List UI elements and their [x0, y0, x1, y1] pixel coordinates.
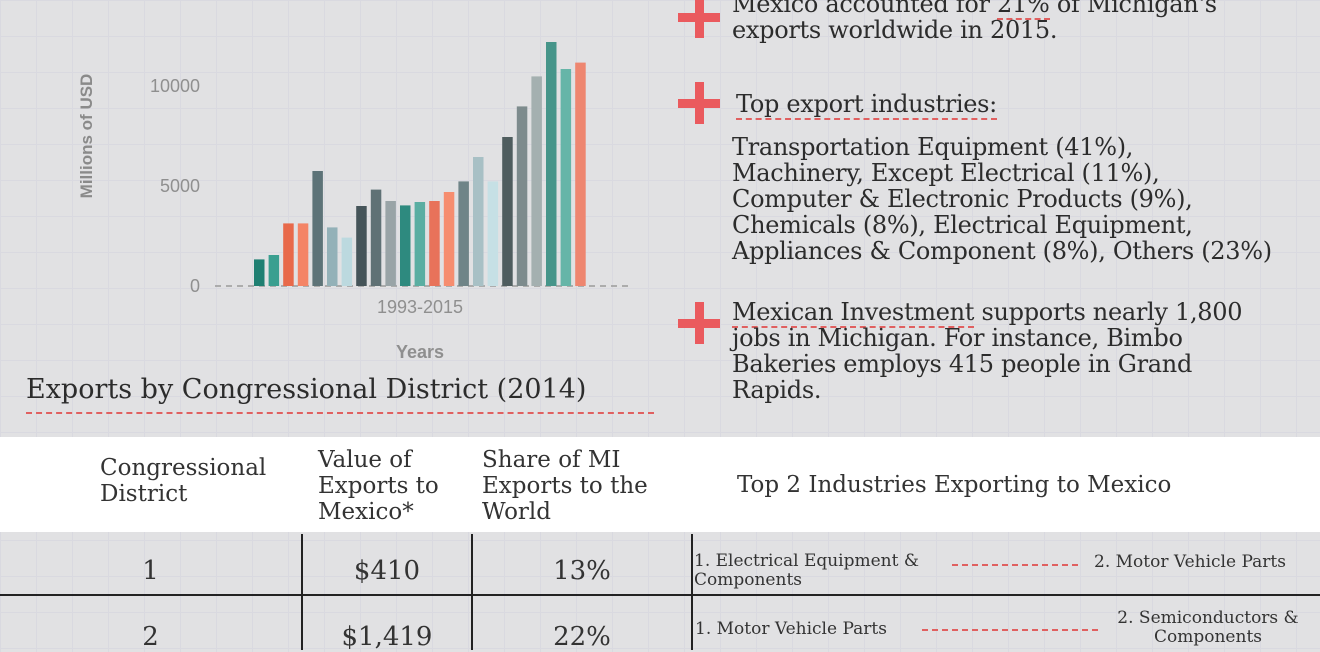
industry-1: 1. Electrical Equipment & Components: [694, 552, 954, 590]
header-line: Exports to the: [482, 473, 648, 499]
industry-line: Appliances & Component (8%), Others (23%…: [732, 237, 1272, 265]
header-share: Share of MI Exports to the World: [482, 447, 648, 525]
district-cell: 1: [142, 556, 159, 586]
table-row: 2 $1,419 22% 1. Motor Vehicle Parts 2. S…: [0, 596, 1320, 652]
industry-1: 1. Motor Vehicle Parts: [695, 619, 887, 639]
bar-2012: [531, 76, 542, 287]
y-tick-label: 10000: [150, 76, 200, 96]
share-cell: 22%: [553, 622, 611, 652]
industries-title: Top export industries:: [736, 90, 997, 120]
industry-1-text: 1. Electrical Equipment & Components: [694, 551, 920, 590]
x-tick-label: 1993-2015: [377, 297, 463, 317]
section-title: Exports by Congressional District (2014): [26, 374, 587, 405]
header-industries: Top 2 Industries Exporting to Mexico: [737, 472, 1172, 498]
bar-1994: [268, 255, 280, 286]
connector-dash: [952, 564, 1078, 566]
industry-2: 2. Semiconductors & Components: [1117, 608, 1299, 647]
bar-2013: [546, 42, 557, 286]
bar-1999: [341, 237, 353, 286]
y-axis-label: Millions of USD: [77, 74, 96, 199]
bar-2006: [443, 192, 455, 286]
bar-2007: [458, 181, 469, 286]
section-underline: [26, 412, 654, 414]
header-line: World: [482, 499, 551, 525]
bar-2015: [575, 62, 586, 286]
bar-2008: [473, 157, 484, 286]
fact-investment: Mexican Investment supports nearly 1,800…: [732, 298, 1243, 404]
column-divider: [301, 534, 303, 650]
header-line: Share of MI: [482, 447, 621, 473]
bar-2000: [356, 206, 367, 286]
highlight-percent: 21%: [997, 0, 1050, 20]
industry-2: 2. Motor Vehicle Parts: [1094, 552, 1286, 572]
plus-icon: [678, 0, 720, 38]
header-value: Value of Exports to Mexico*: [318, 447, 439, 525]
bar-2011: [516, 106, 528, 287]
header-line: District: [100, 481, 188, 507]
header-line: Exports to: [318, 473, 439, 499]
plus-icon: [678, 82, 720, 124]
exports-bar-chart: Millions of USD 0 5000 10000 1993-2015 Yea…: [77, 42, 630, 362]
x-axis-label: Years: [396, 342, 444, 362]
fact-top-industries-list: Transportation Equipment (41%), Machiner…: [732, 134, 1272, 264]
fact-text: supports nearly 1,800: [974, 298, 1243, 326]
value-cell: $410: [353, 556, 421, 586]
industry-line: Chemicals (8%), Electrical Equipment,: [732, 211, 1193, 239]
table-header: Congressional District Value of Exports …: [0, 437, 1320, 532]
bar-1998: [327, 227, 338, 286]
bar-2014: [560, 69, 572, 286]
bar-1995: [283, 223, 294, 286]
column-divider: [691, 534, 693, 650]
bar-2002: [385, 201, 396, 286]
district-cell: 2: [142, 622, 159, 652]
fact-text: Mexico accounted for: [732, 0, 998, 18]
fact-text: of Michigan's: [1049, 0, 1217, 18]
fact-text: exports worldwide in 2015.: [732, 16, 1058, 44]
header-line: Value of: [318, 447, 412, 473]
bar-1993: [254, 259, 265, 286]
plus-icon: [678, 302, 720, 344]
header-line: Congressional: [100, 455, 267, 481]
fact-mexico-share: Mexico accounted for 21% of Michigan's e…: [732, 0, 1217, 43]
industry-line: Transportation Equipment (41%),: [732, 133, 1134, 161]
fact-top-industries-title: Top export industries:: [736, 90, 997, 120]
highlight-investment: Mexican Investment: [732, 298, 975, 328]
y-tick-label: 0: [190, 276, 200, 296]
fact-text: jobs in Michigan. For instance, Bimbo: [732, 324, 1183, 352]
table-row: 1 $410 13% 1. Electrical Equipment & Com…: [0, 534, 1320, 594]
header-district: Congressional District: [100, 455, 266, 507]
y-tick-label: 5000: [160, 176, 200, 196]
share-cell: 13%: [553, 556, 611, 586]
value-cell: $1,419: [341, 622, 433, 652]
bar-2009: [487, 181, 499, 286]
industry-line: Machinery, Except Electrical (11%),: [732, 159, 1160, 187]
bar-2010: [502, 137, 513, 286]
bar-2004: [414, 202, 426, 286]
bar-1997: [312, 171, 323, 286]
bar-2003: [400, 205, 411, 286]
column-divider: [471, 534, 473, 650]
fact-text: Rapids.: [732, 376, 822, 404]
row-divider: [0, 594, 1320, 596]
bar-1996: [297, 223, 309, 286]
bar-2005: [429, 201, 440, 286]
bar-2001: [370, 189, 382, 286]
industry-line: Computer & Electronic Products (9%),: [732, 185, 1193, 213]
header-line: Mexico*: [318, 499, 414, 525]
connector-dash: [922, 629, 1098, 631]
fact-text: Bakeries employs 415 people in Grand: [732, 350, 1193, 378]
